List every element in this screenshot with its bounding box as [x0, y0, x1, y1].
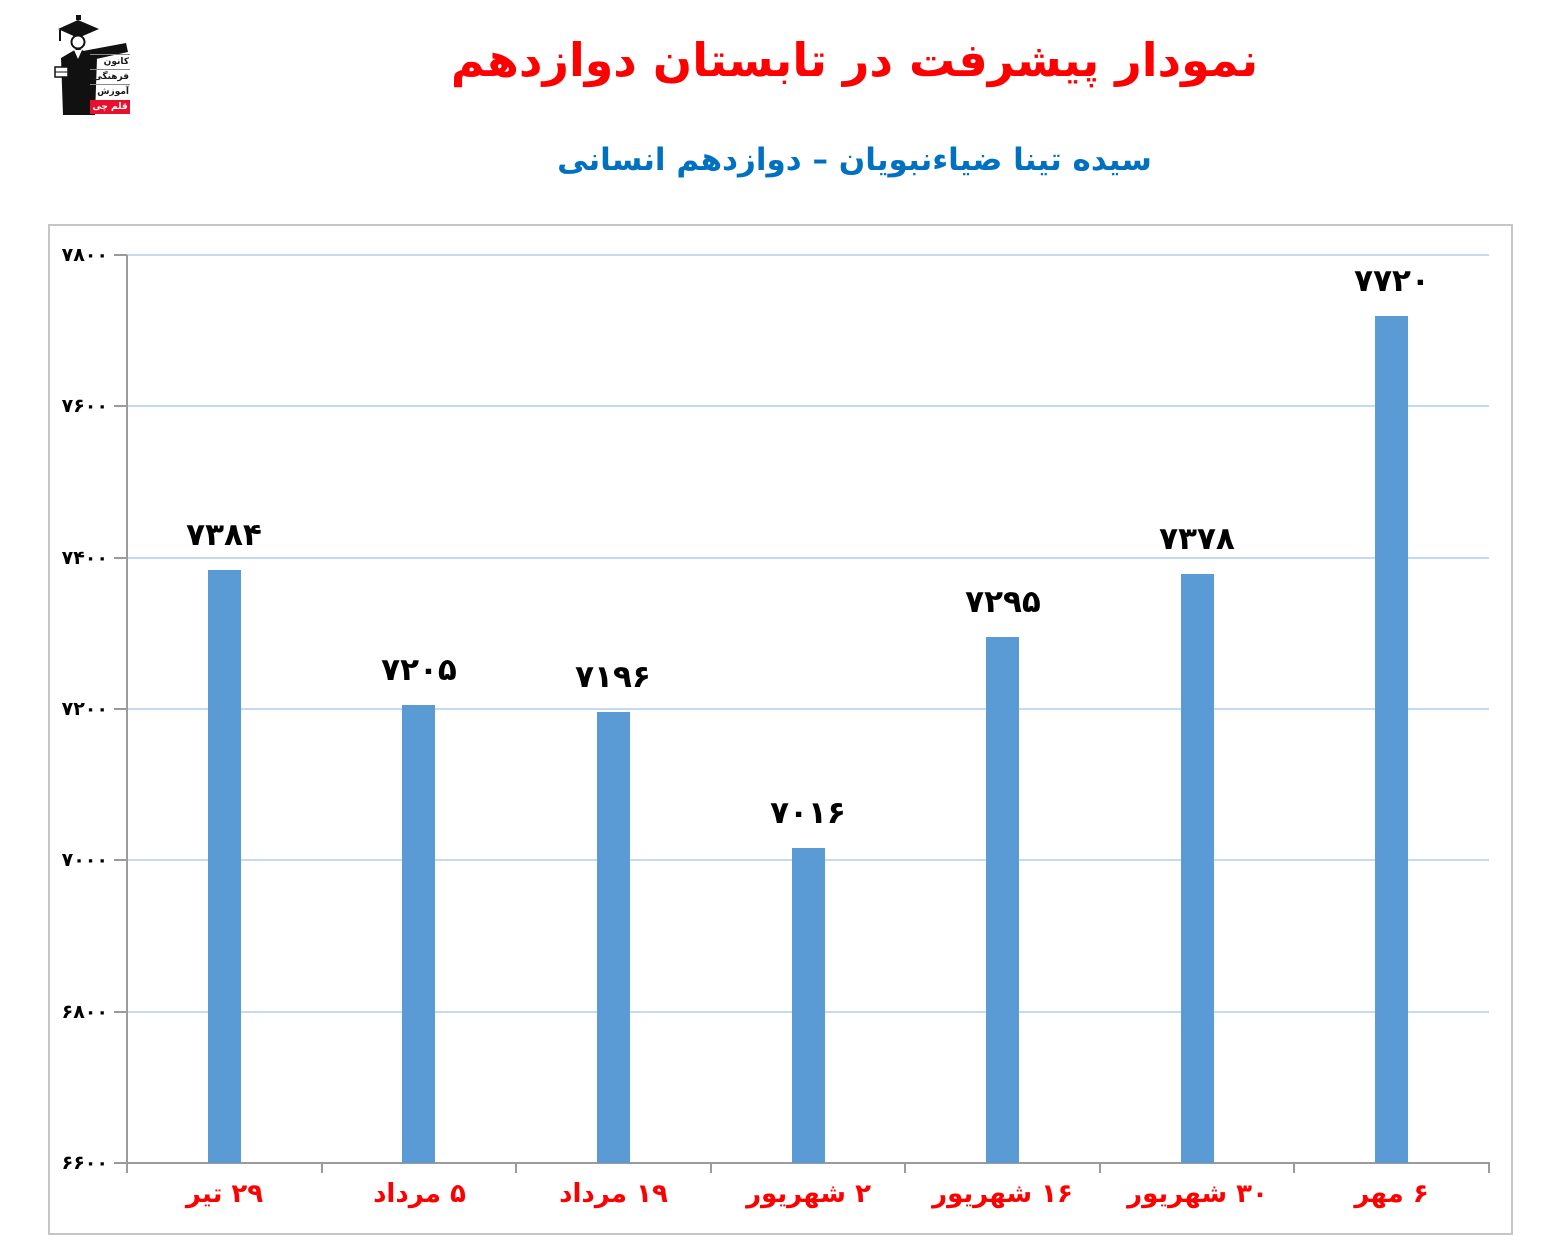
y-tick-mark	[114, 859, 127, 861]
bar-value-label: ۷۷۲۰	[1354, 263, 1430, 299]
bar	[986, 637, 1019, 1163]
x-tick-mark	[1293, 1163, 1295, 1173]
x-tick-mark	[126, 1163, 128, 1173]
y-tick-label: ۷۰۰۰	[61, 849, 108, 871]
gridline	[127, 405, 1489, 407]
bar-value-label: ۷۲۹۵	[965, 584, 1041, 620]
y-tick-label: ۷۲۰۰	[61, 698, 108, 720]
y-tick-label: ۷۴۰۰	[61, 547, 108, 569]
logo-word-kanoon: کانون	[90, 54, 130, 69]
plot-area: ۶۶۰۰ ۶۸۰۰ ۷۰۰۰ ۷۲۰۰ ۷۴۰۰ ۷۶۰۰ ۷۸۰۰ ۷۳۸۴ ۲۹ تیر ۷۲…	[50, 226, 1511, 1233]
x-category-label: ۱۹ مرداد	[559, 1179, 668, 1209]
gridline	[127, 254, 1489, 256]
x-category-label: ۱۶ شهریور	[932, 1179, 1073, 1209]
logo-text: کانون فرهنگی آموزش قلم چی	[90, 54, 130, 114]
logo-badge-ghalamchi: قلم چی	[90, 100, 130, 114]
x-category-label: ۶ مهر	[1354, 1179, 1429, 1209]
bar	[208, 570, 241, 1163]
x-category-label: ۳۰ شهریور	[1127, 1179, 1268, 1209]
gridline	[127, 708, 1489, 710]
y-tick-label: ۷۸۰۰	[61, 244, 108, 266]
x-tick-mark	[321, 1163, 323, 1173]
logo-word-amoozesh: آموزش	[90, 84, 130, 99]
graduate-figure-icon	[54, 15, 128, 115]
bar-value-label: ۷۱۹۶	[575, 659, 651, 695]
y-tick-mark	[114, 1162, 127, 1164]
page-title: نمودار پیشرفت در تابستان دوازدهم	[450, 33, 1259, 87]
gridline	[127, 557, 1489, 559]
y-tick-label: ۶۸۰۰	[61, 1001, 108, 1023]
bar	[597, 712, 630, 1163]
ghalamchi-logo: کانون فرهنگی آموزش قلم چی	[50, 12, 130, 122]
y-tick-mark	[114, 254, 127, 256]
x-tick-mark	[1488, 1163, 1490, 1173]
y-tick-mark	[114, 557, 127, 559]
bar	[402, 705, 435, 1163]
x-tick-mark	[904, 1163, 906, 1173]
y-tick-mark	[114, 708, 127, 710]
x-tick-mark	[515, 1163, 517, 1173]
bar-value-label: ۷۲۰۵	[381, 652, 457, 688]
y-tick-label: ۶۶۰۰	[61, 1152, 108, 1174]
bar-chart: ۶۶۰۰ ۶۸۰۰ ۷۰۰۰ ۷۲۰۰ ۷۴۰۰ ۷۶۰۰ ۷۸۰۰ ۷۳۸۴ ۲۹ تیر ۷۲…	[48, 224, 1513, 1235]
bar-value-label: ۷۳۸۴	[186, 517, 262, 553]
page-subtitle: سیده تینا ضیاءنبویان – دوازدهم انسانی	[557, 142, 1152, 178]
x-axis-line	[126, 1162, 1490, 1164]
bar-value-label: ۷۰۱۶	[770, 795, 846, 831]
x-tick-mark	[710, 1163, 712, 1173]
y-tick-label: ۷۶۰۰	[61, 395, 108, 417]
x-category-label: ۵ مرداد	[373, 1179, 466, 1209]
bar	[1375, 316, 1408, 1163]
logo-word-farhangi: فرهنگی	[90, 69, 130, 84]
y-tick-mark	[114, 405, 127, 407]
bar	[1181, 574, 1214, 1163]
x-tick-mark	[1099, 1163, 1101, 1173]
y-tick-mark	[114, 1011, 127, 1013]
x-category-label: ۲ شهریور	[746, 1179, 871, 1209]
x-category-label: ۲۹ تیر	[185, 1179, 264, 1209]
bar-value-label: ۷۳۷۸	[1159, 521, 1235, 557]
bar	[792, 848, 825, 1163]
y-axis-line	[126, 255, 128, 1169]
